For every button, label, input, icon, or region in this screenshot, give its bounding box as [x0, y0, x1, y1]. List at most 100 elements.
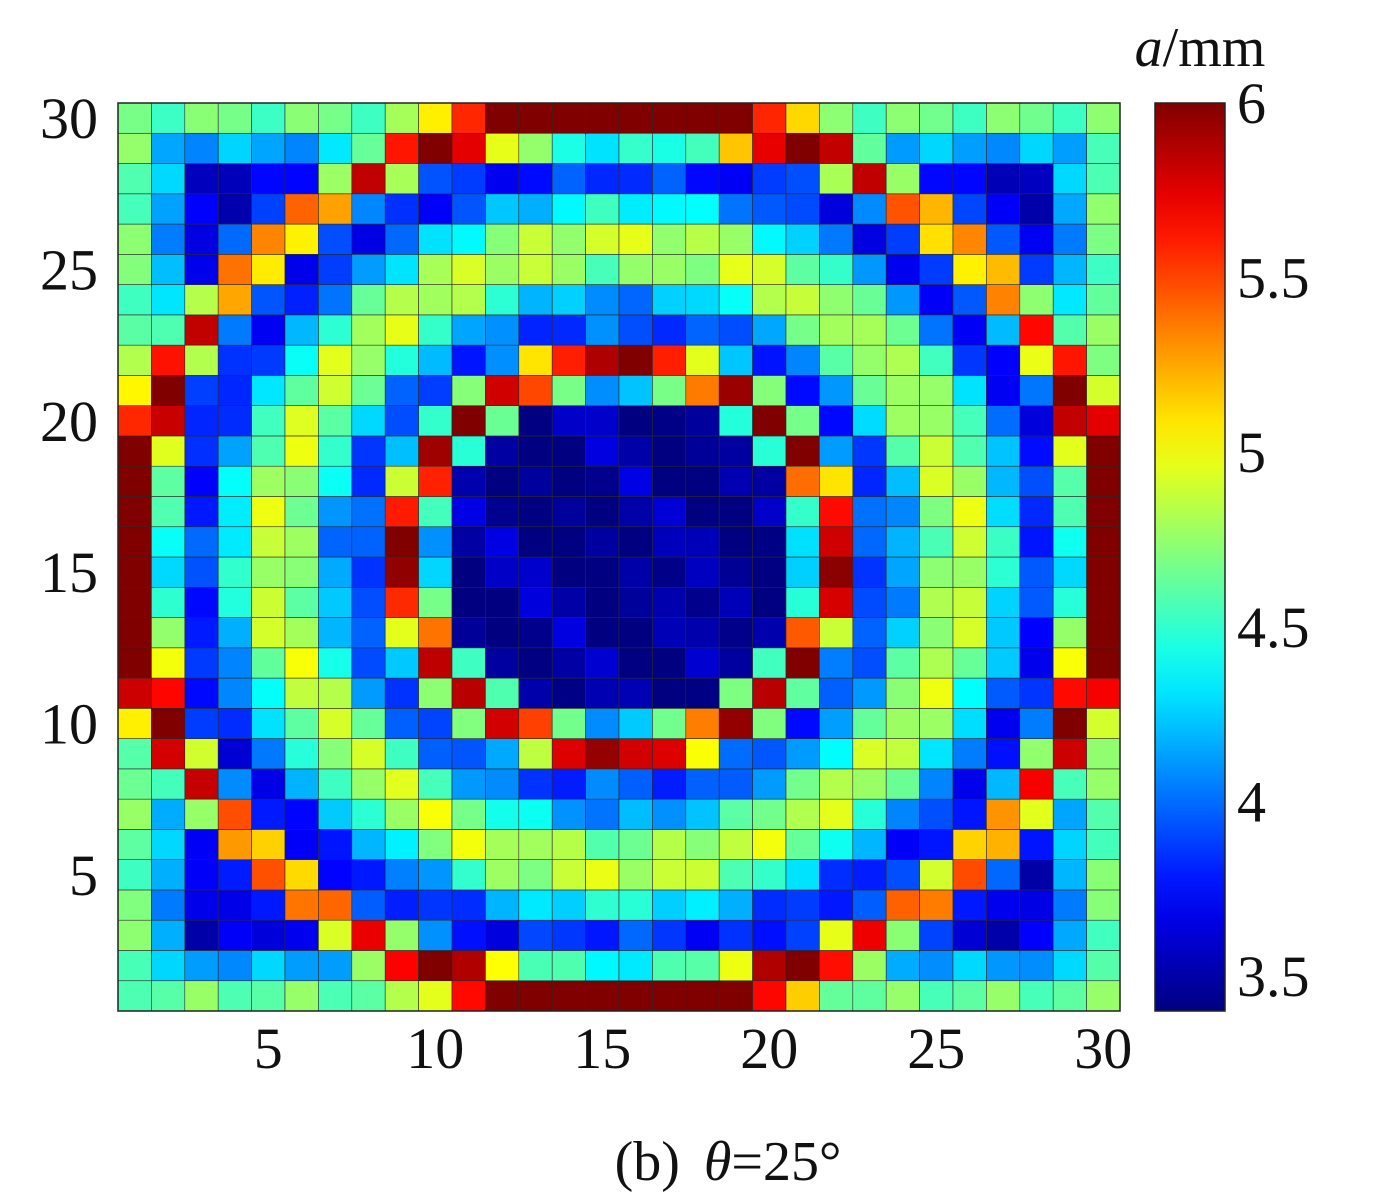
heatmap-cell: [451, 829, 486, 860]
heatmap-cell: [451, 586, 486, 618]
heatmap-cell: [885, 677, 920, 709]
heatmap-cell: [618, 405, 653, 437]
heatmap-cell: [351, 223, 386, 255]
heatmap-cell: [819, 405, 854, 437]
heatmap-cell: [852, 556, 887, 588]
heatmap-cell: [819, 798, 854, 830]
heatmap-cell: [885, 980, 920, 1012]
heatmap-cell: [184, 526, 219, 558]
heatmap-cell: [251, 889, 286, 921]
heatmap-cell: [284, 919, 319, 951]
heatmap-cell: [752, 980, 787, 1012]
x-tick-label: 30: [1074, 1016, 1132, 1081]
heatmap-cell: [518, 375, 553, 406]
heatmap-cell: [1019, 344, 1054, 376]
heatmap-cell: [852, 980, 887, 1012]
heatmap-cell: [318, 435, 353, 467]
heatmap-cell: [451, 465, 486, 497]
heatmap-cell: [151, 708, 186, 739]
heatmap-cell: [752, 586, 787, 618]
heatmap-cell: [885, 526, 920, 558]
heatmap-cell: [885, 193, 920, 225]
heatmap-cell: [418, 284, 453, 316]
heatmap-cell: [986, 344, 1021, 376]
heatmap-cell: [585, 919, 620, 951]
heatmap-cell: [685, 980, 720, 1012]
heatmap-cell: [217, 859, 252, 891]
heatmap-cell: [652, 859, 687, 891]
heatmap-cell: [585, 950, 620, 982]
heatmap-cell: [251, 435, 286, 467]
heatmap-cell: [418, 405, 453, 437]
heatmap-cell: [585, 375, 620, 406]
heatmap-cell: [284, 889, 319, 921]
heatmap-cell: [284, 254, 319, 285]
heatmap-cell: [551, 132, 586, 164]
heatmap-cell: [318, 163, 353, 195]
heatmap-cell: [1052, 859, 1087, 891]
heatmap-cell: [885, 435, 920, 467]
heatmap-cell: [318, 950, 353, 982]
heatmap-cell: [485, 768, 520, 800]
heatmap-cell: [652, 223, 687, 255]
heatmap-cell: [518, 465, 553, 497]
heatmap-cell: [685, 919, 720, 951]
heatmap-cell: [718, 435, 753, 467]
heatmap-cell: [551, 798, 586, 830]
heatmap-cell: [384, 496, 419, 528]
heatmap-cell: [919, 859, 954, 891]
x-tick-label: 15: [573, 1016, 631, 1081]
heatmap-cell: [351, 132, 386, 164]
heatmap-cell: [151, 889, 186, 921]
heatmap-cell: [351, 647, 386, 679]
heatmap-cell: [718, 405, 753, 437]
heatmap-cell: [551, 193, 586, 225]
heatmap-cell: [919, 284, 954, 316]
heatmap-cell: [184, 465, 219, 497]
heatmap-cell: [384, 677, 419, 709]
heatmap-cell: [785, 496, 820, 528]
heatmap-cell: [919, 405, 954, 437]
heatmap-cell: [718, 193, 753, 225]
heatmap-cell: [652, 829, 687, 860]
heatmap-cell: [318, 859, 353, 891]
heatmap-cell: [284, 586, 319, 618]
heatmap-cell: [117, 556, 152, 588]
heatmap-cell: [752, 919, 787, 951]
heatmap-cell: [184, 254, 219, 285]
heatmap-cell: [217, 708, 252, 739]
heatmap-cell: [251, 163, 286, 195]
heatmap-cell: [1086, 526, 1121, 558]
heatmap-cell: [384, 223, 419, 255]
heatmap-cell: [184, 889, 219, 921]
heatmap-cell: [919, 526, 954, 558]
heatmap-cell: [251, 284, 286, 316]
heatmap-cell: [1086, 798, 1121, 830]
heatmap-cell: [718, 919, 753, 951]
heatmap-cell: [852, 768, 887, 800]
heatmap-cell: [919, 556, 954, 588]
heatmap-cell: [284, 708, 319, 739]
heatmap-cell: [351, 284, 386, 316]
heatmap-cell: [885, 375, 920, 406]
heatmap-cell: [885, 254, 920, 285]
heatmap-cell: [1019, 254, 1054, 285]
heatmap-cell: [251, 375, 286, 406]
heatmap-cell: [151, 496, 186, 528]
heatmap-cell: [952, 132, 987, 164]
heatmap-cell: [284, 344, 319, 376]
heatmap-cell: [251, 829, 286, 860]
heatmap-cell: [451, 496, 486, 528]
colorbar: [1154, 102, 1226, 1012]
heatmap-cell: [685, 344, 720, 376]
heatmap-cell: [986, 132, 1021, 164]
heatmap-cell: [551, 435, 586, 467]
y-tick-label: 5: [69, 843, 98, 908]
heatmap-cell: [384, 405, 419, 437]
heatmap-cell: [685, 950, 720, 982]
heatmap-cell: [1086, 314, 1121, 346]
heatmap-cell: [485, 284, 520, 316]
heatmap-cell: [986, 284, 1021, 316]
heatmap-cell: [217, 465, 252, 497]
heatmap-cell: [1019, 496, 1054, 528]
